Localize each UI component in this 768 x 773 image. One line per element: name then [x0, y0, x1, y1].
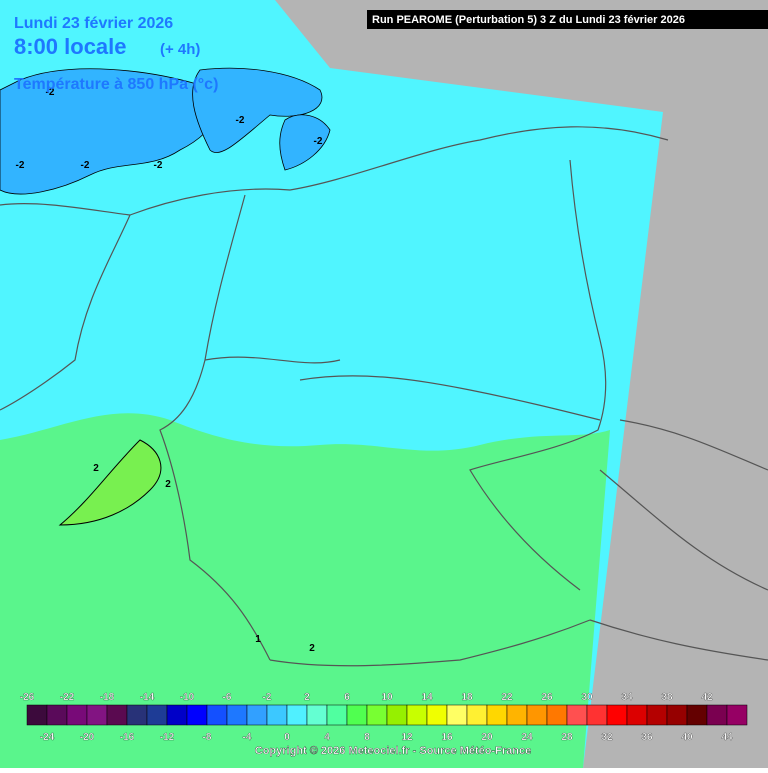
legend-swatch: [526, 704, 548, 726]
copyright: Copyright © 2026 Meteociel.fr - Source M…: [255, 745, 531, 757]
legend-swatch: [566, 704, 588, 726]
legend-tick-label: 20: [481, 732, 493, 743]
borders: [0, 126, 768, 667]
contour-label: 1: [255, 634, 261, 645]
legend-tick-label: 6: [344, 692, 350, 703]
legend-swatch: [246, 704, 268, 726]
legend-tick-label: 42: [701, 692, 713, 703]
legend-tick-label: -14: [140, 692, 155, 703]
contour-label: -2: [81, 160, 90, 171]
legend-swatch: [646, 704, 668, 726]
time: 8:00 locale: [14, 34, 127, 59]
legend-tick-label: -16: [120, 732, 135, 743]
legend-tick-label: 24: [521, 732, 533, 743]
legend-tick-label: 22: [501, 692, 513, 703]
legend-swatch: [46, 704, 68, 726]
legend-swatch: [346, 704, 368, 726]
legend-tick-label: -18: [100, 692, 115, 703]
legend-tick-label: -26: [20, 692, 35, 703]
legend-swatch: [106, 704, 128, 726]
legend-swatch: [166, 704, 188, 726]
legend-tick-label: -24: [40, 732, 55, 743]
legend-swatch: [446, 704, 468, 726]
legend-swatch: [626, 704, 648, 726]
legend-swatch: [66, 704, 88, 726]
legend-tick-label: 26: [541, 692, 553, 703]
offset: (+ 4h): [160, 41, 200, 58]
contour-label: -2: [16, 160, 25, 171]
legend-swatch: [726, 704, 748, 726]
legend-swatch: [86, 704, 108, 726]
warm-area: [0, 413, 610, 768]
legend-tick-label: 44: [721, 732, 733, 743]
legend-swatch: [366, 704, 388, 726]
legend-tick-label: -4: [243, 732, 252, 743]
legend-tick-label: 16: [441, 732, 453, 743]
legend-tick-label: -2: [263, 692, 272, 703]
legend-tick-label: -6: [223, 692, 232, 703]
legend-swatch: [486, 704, 508, 726]
parameter: Température à 850 hPa (°c): [14, 76, 218, 93]
legend-swatch: [186, 704, 208, 726]
legend-tick-label: 4: [324, 732, 330, 743]
legend-swatch: [686, 704, 708, 726]
legend-tick-label: 38: [661, 692, 673, 703]
legend-swatch: [306, 704, 328, 726]
contour-label: -2: [236, 115, 245, 126]
legend-swatch: [26, 704, 48, 726]
run-banner: [367, 10, 768, 29]
legend-tick-label: 10: [381, 692, 393, 703]
legend-tick-label: 2: [304, 692, 310, 703]
legend-tick-label: 34: [621, 692, 633, 703]
legend-tick-label: 30: [581, 692, 593, 703]
legend-tick-label: 14: [421, 692, 433, 703]
legend-swatch: [546, 704, 568, 726]
contour-label: -2: [154, 160, 163, 171]
legend: -26 -22 -18 -14 -10 -6 -2 2 6 10 14 18 22 26 30 34 38 42-…: [20, 692, 748, 743]
contour-label: 2: [309, 643, 315, 654]
contour-label: 2: [93, 463, 99, 474]
legend-swatch: [226, 704, 248, 726]
date: Lundi 23 février 2026: [14, 15, 173, 32]
run-title: Run PEAROME (Perturbation 5) 3 Z du Lund…: [372, 14, 685, 26]
legend-swatch: [426, 704, 448, 726]
legend-swatch: [126, 704, 148, 726]
legend-swatch: [506, 704, 528, 726]
cold-patch: [279, 114, 331, 171]
legend-swatch: [706, 704, 728, 726]
legend-swatch: [606, 704, 628, 726]
legend-tick-label: 40: [681, 732, 693, 743]
legend-tick-label: -10: [180, 692, 195, 703]
legend-tick-label: 8: [364, 732, 370, 743]
warm-patch: [58, 439, 162, 526]
legend-swatch: [406, 704, 428, 726]
cold-patch: [192, 67, 323, 153]
legend-tick-label: 28: [561, 732, 573, 743]
legend-swatch: [326, 704, 348, 726]
legend-swatch: [586, 704, 608, 726]
legend-tick-label: 18: [461, 692, 473, 703]
legend-swatch: [266, 704, 288, 726]
legend-tick-label: -20: [80, 732, 95, 743]
legend-swatch: [146, 704, 168, 726]
legend-swatch: [386, 704, 408, 726]
legend-swatch: [666, 704, 688, 726]
legend-swatch: [286, 704, 308, 726]
legend-swatch: [466, 704, 488, 726]
contour-label: 2: [165, 479, 171, 490]
cold-patch: [0, 68, 218, 195]
legend-tick-label: 32: [601, 732, 613, 743]
legend-tick-label: 12: [401, 732, 413, 743]
legend-swatch: [206, 704, 228, 726]
legend-tick-label: -8: [203, 732, 212, 743]
legend-tick-label: 36: [641, 732, 653, 743]
contour-label: -2: [314, 136, 323, 147]
legend-tick-label: 0: [284, 732, 290, 743]
legend-tick-label: -12: [160, 732, 175, 743]
contour-label: -2: [46, 87, 55, 98]
legend-tick-label: -22: [60, 692, 75, 703]
